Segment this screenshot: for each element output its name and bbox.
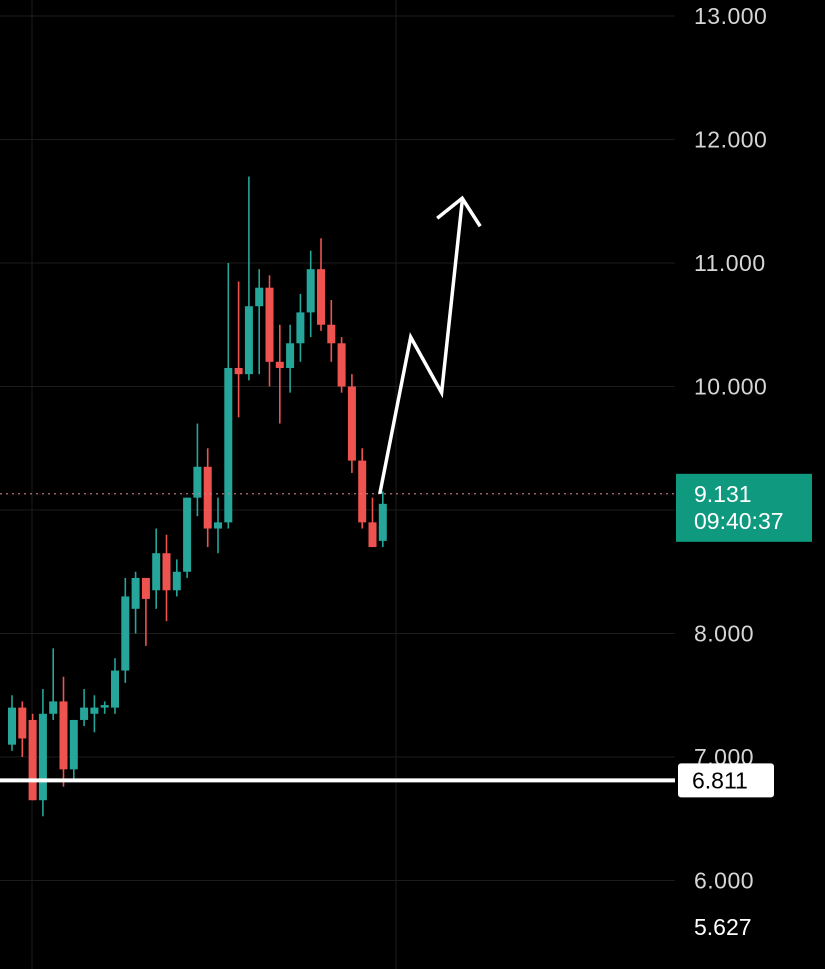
- y-tick-label: 13.000: [694, 3, 767, 29]
- candle-body: [183, 497, 192, 572]
- y-tick-label: 10.000: [694, 374, 767, 400]
- current-price-value: 9.131: [694, 481, 752, 507]
- candle-body: [255, 287, 264, 307]
- y-tick-label: 12.000: [694, 127, 767, 153]
- candles: [8, 176, 387, 817]
- candle-body: [275, 361, 284, 368]
- candle-body: [18, 707, 27, 739]
- support-price-tag: [678, 763, 774, 798]
- candle-body: [90, 707, 99, 714]
- candle-body: [131, 577, 140, 609]
- candle-body: [368, 522, 377, 548]
- low-price-label: 5.627: [694, 914, 752, 940]
- countdown-timer: 09:40:37: [694, 508, 784, 534]
- candle-body: [152, 553, 161, 591]
- candle-body: [214, 522, 222, 529]
- candle-body: [59, 701, 68, 770]
- candle-body: [49, 701, 58, 714]
- overlays: [0, 195, 675, 783]
- y-tick-label: 6.000: [694, 868, 754, 894]
- y-tick-label: 8.000: [694, 621, 754, 647]
- candle-body: [100, 705, 109, 708]
- candle-body: [327, 324, 336, 344]
- projection-path: [378, 201, 464, 495]
- candle-body: [69, 719, 78, 770]
- candle-body: [193, 466, 202, 498]
- candle-body: [8, 707, 16, 745]
- candle-body: [317, 269, 325, 325]
- candle-body: [337, 343, 346, 387]
- candle-body: [224, 367, 233, 523]
- candle-body: [141, 577, 150, 599]
- candle-body: [38, 713, 47, 801]
- current-price-tag: [676, 473, 812, 542]
- candle-body: [111, 670, 119, 708]
- candle-body: [28, 719, 37, 801]
- candle-body: [265, 287, 274, 362]
- candle-body: [358, 460, 367, 523]
- candle-body: [234, 367, 243, 375]
- candle-body: [378, 503, 387, 541]
- candle-body: [244, 306, 253, 375]
- candle-body: [172, 571, 181, 591]
- candle-body: [296, 312, 305, 344]
- candle-body: [286, 343, 295, 368]
- candle-body: [80, 707, 89, 720]
- price-axis: 13.00012.00011.00010.0008.0007.0006.0009…: [676, 3, 812, 940]
- projection-arrowhead: [436, 195, 482, 228]
- support-price-value: 6.811: [692, 767, 748, 793]
- y-tick-label: 11.000: [694, 250, 766, 276]
- candle-body: [162, 553, 171, 591]
- candle-body: [121, 596, 130, 671]
- candle-body: [347, 386, 356, 461]
- candle-body: [306, 269, 315, 313]
- candle-body: [203, 466, 212, 529]
- grid-lines: [0, 0, 675, 969]
